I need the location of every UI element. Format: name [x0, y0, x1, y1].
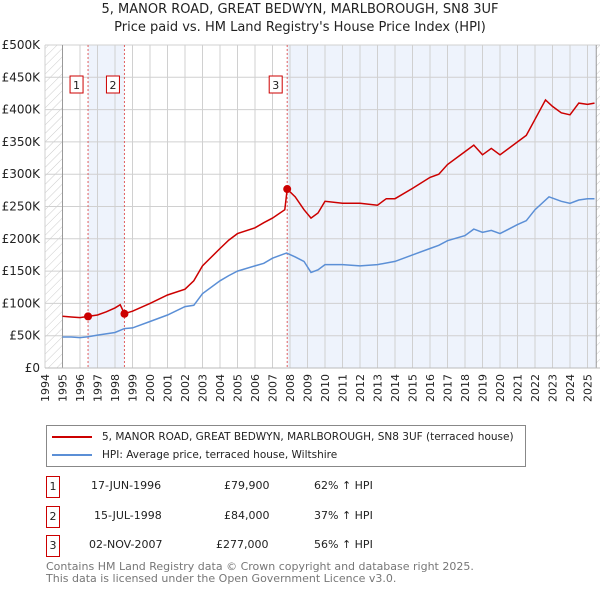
x-tick-label: 2005: [232, 374, 245, 402]
x-tick-label: 2003: [197, 374, 210, 402]
y-tick-label: £500K: [2, 38, 42, 52]
x-tick-label: 2018: [459, 374, 472, 402]
y-tick-label: £200K: [2, 232, 42, 246]
x-tick-label: 2011: [337, 374, 350, 402]
sale-price: £79,900: [224, 479, 270, 492]
legend-swatch-blue: [52, 454, 92, 456]
price-paid-line: [62, 98, 595, 319]
y-tick-label: £350K: [2, 135, 42, 149]
sale-price: £277,000: [216, 538, 269, 551]
x-tick-label: 1998: [109, 374, 122, 402]
sale-hpi-diff: 37% ↑ HPI: [314, 509, 373, 522]
y-tick-label: £150K: [2, 264, 42, 278]
chart-subtitle: Price paid vs. HM Land Registry's House …: [114, 20, 486, 35]
sale-date: 15-JUL-1998: [94, 509, 162, 522]
x-tick-label: 2023: [547, 374, 560, 402]
y-tick-label: £300K: [2, 167, 42, 181]
x-tick-label: 2025: [582, 374, 595, 402]
sale-marker-box: [105, 75, 120, 94]
y-tick-label: £400K: [2, 103, 42, 117]
sale-marker-box: [268, 75, 283, 94]
x-tick-label: 2000: [144, 374, 157, 402]
sale-price: £84,000: [224, 509, 270, 522]
legend: 5, MANOR ROAD, GREAT BEDWYN, MARLBOROUGH…: [46, 425, 526, 467]
legend-item-property: 5, MANOR ROAD, GREAT BEDWYN, MARLBOROUGH…: [47, 428, 514, 446]
x-tick-label: 2024: [564, 374, 577, 402]
sale-point: [283, 185, 292, 194]
x-tick-label: 1996: [74, 374, 87, 402]
x-tick-label: 2007: [267, 374, 280, 402]
y-tick-label: £50K: [9, 329, 41, 343]
sale-marker-label: 1: [73, 79, 80, 92]
legend-label: 5, MANOR ROAD, GREAT BEDWYN, MARLBOROUGH…: [102, 431, 514, 443]
y-tick-label: £450K: [2, 70, 42, 84]
legend-label: HPI: Average price, terraced house, Wilt…: [102, 449, 338, 461]
sale-date: 17-JUN-1996: [91, 479, 162, 492]
sale-hpi-diff: 62% ↑ HPI: [314, 479, 373, 492]
sale-hpi-diff: 56% ↑ HPI: [314, 538, 373, 551]
x-tick-label: 2008: [284, 374, 297, 402]
sale-marker-badge: 3: [46, 535, 60, 557]
chart-title: 5, MANOR ROAD, GREAT BEDWYN, MARLBOROUGH…: [101, 2, 499, 17]
sale-marker-label: 3: [272, 79, 279, 92]
legend-swatch-red: [52, 436, 92, 438]
x-tick-label: 2014: [389, 374, 402, 402]
x-tick-label: 2015: [407, 374, 420, 402]
x-tick-label: 2001: [162, 374, 175, 402]
x-tick-label: 2002: [179, 374, 192, 402]
sale-marker-label: 2: [109, 79, 116, 92]
x-tick-label: 2017: [442, 374, 455, 402]
sale-marker-badge: 2: [46, 506, 60, 528]
footer-note: Contains HM Land Registry data © Crown c…: [46, 561, 474, 585]
y-tick-label: £0: [25, 361, 40, 375]
x-tick-label: 2006: [249, 374, 262, 402]
x-tick-label: 2022: [529, 374, 542, 402]
x-tick-label: 2020: [494, 374, 507, 402]
x-tick-label: 1994: [39, 374, 52, 402]
sale-point: [120, 309, 129, 318]
y-tick-label: £100K: [2, 296, 42, 310]
x-tick-label: 2019: [477, 374, 490, 402]
price-chart: 1994 1995 1996 1997 1998 1999 2000 2001 2002 2003…: [2, 38, 600, 402]
x-tick-label: 2021: [512, 374, 525, 402]
x-tick-label: 2004: [214, 374, 227, 402]
x-tick-label: 1999: [127, 374, 140, 402]
x-tick-label: 2010: [319, 374, 332, 402]
hpi-line: [62, 195, 595, 339]
x-tick-label: 2013: [372, 374, 385, 402]
x-tick-label: 1995: [57, 374, 70, 402]
sale-date: 02-NOV-2007: [89, 538, 163, 551]
footer-line: This data is licensed under the Open Gov…: [46, 572, 397, 585]
x-tick-label: 2016: [424, 374, 437, 402]
x-tick-label: 1997: [92, 374, 105, 402]
x-tick-label: 2009: [302, 374, 315, 402]
y-tick-label: £250K: [2, 200, 42, 214]
legend-item-hpi: HPI: Average price, terraced house, Wilt…: [47, 446, 337, 464]
sale-marker-badge: 1: [46, 476, 60, 498]
x-tick-label: 2012: [354, 374, 367, 402]
sale-point: [84, 312, 93, 321]
sale-marker-box: [69, 75, 84, 94]
footer-line: Contains HM Land Registry data © Crown c…: [46, 560, 474, 573]
